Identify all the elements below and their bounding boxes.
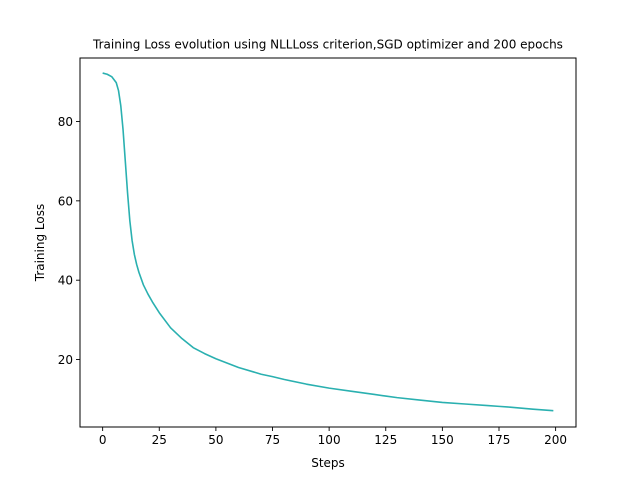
- x-tick-label: 50: [208, 433, 223, 447]
- x-tick-label: 100: [318, 433, 341, 447]
- x-tick-label: 150: [431, 433, 454, 447]
- y-tick-label: 40: [58, 274, 73, 288]
- y-tick-label: 60: [58, 194, 73, 208]
- x-tick-label: 175: [488, 433, 511, 447]
- chart-title: Training Loss evolution using NLLLoss cr…: [92, 38, 563, 52]
- y-tick-label: 20: [58, 353, 73, 367]
- x-tick-label: 25: [152, 433, 167, 447]
- y-tick-label: 80: [58, 115, 73, 129]
- y-axis-label: Training Loss: [33, 204, 47, 282]
- x-axis-label: Steps: [311, 456, 345, 470]
- plot-frame: [79, 57, 577, 428]
- x-tick-label: 125: [374, 433, 397, 447]
- series-line: [102, 72, 554, 412]
- x-tick-label: 0: [99, 433, 107, 447]
- x-tick-label: 75: [265, 433, 280, 447]
- x-tick-label: 200: [544, 433, 567, 447]
